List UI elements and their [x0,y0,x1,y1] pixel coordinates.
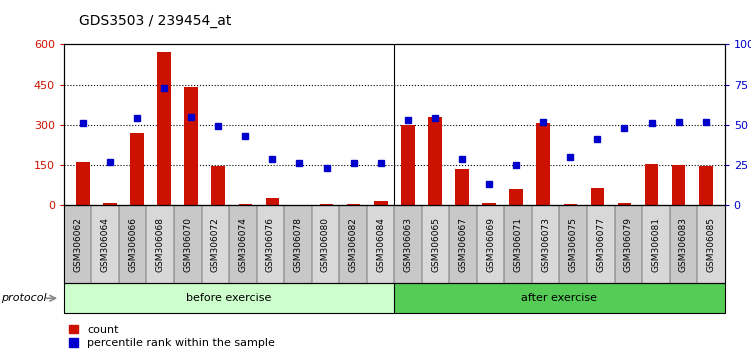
Text: GSM306062: GSM306062 [73,217,82,272]
Bar [672,165,686,205]
Text: GSM306072: GSM306072 [211,217,220,272]
Text: GSM306067: GSM306067 [459,217,468,272]
Text: after exercise: after exercise [521,293,598,303]
Bar [428,117,442,205]
Text: GSM306068: GSM306068 [155,217,164,272]
Bar [157,52,170,205]
Bar [645,164,659,205]
Bar [482,203,496,205]
Bar [103,203,116,205]
Text: before exercise: before exercise [186,293,272,303]
Bar [184,87,198,205]
Bar [509,189,523,205]
Bar [76,162,89,205]
Text: GDS3503 / 239454_at: GDS3503 / 239454_at [79,14,231,28]
Bar [455,169,469,205]
Bar [618,203,632,205]
Text: GSM306075: GSM306075 [569,217,578,272]
Text: GSM306063: GSM306063 [403,217,412,272]
Bar [699,166,713,205]
Bar [401,125,415,205]
Text: GSM306083: GSM306083 [679,217,688,272]
Text: GSM306073: GSM306073 [541,217,550,272]
Text: GSM306078: GSM306078 [294,217,303,272]
Text: GSM306065: GSM306065 [431,217,440,272]
Text: GSM306082: GSM306082 [348,217,357,272]
Text: GSM306069: GSM306069 [486,217,495,272]
Bar [320,204,333,205]
Text: GSM306080: GSM306080 [321,217,330,272]
Bar [563,204,577,205]
Bar [590,188,605,205]
Text: GSM306076: GSM306076 [266,217,275,272]
Bar [347,204,360,205]
Bar [266,198,279,205]
Text: GSM306079: GSM306079 [624,217,633,272]
Bar [239,204,252,205]
Bar [536,124,550,205]
Legend: count, percentile rank within the sample: count, percentile rank within the sample [69,325,275,348]
Text: protocol: protocol [2,293,47,303]
Text: GSM306066: GSM306066 [128,217,137,272]
Text: GSM306084: GSM306084 [376,217,385,272]
Text: GSM306070: GSM306070 [183,217,192,272]
Text: GSM306085: GSM306085 [707,217,716,272]
Bar [374,201,388,205]
Text: GSM306074: GSM306074 [238,217,247,272]
Text: GSM306064: GSM306064 [101,217,110,272]
Bar [130,133,143,205]
Text: GSM306071: GSM306071 [514,217,523,272]
Text: GSM306081: GSM306081 [651,217,660,272]
Text: GSM306077: GSM306077 [596,217,605,272]
Bar [212,166,225,205]
